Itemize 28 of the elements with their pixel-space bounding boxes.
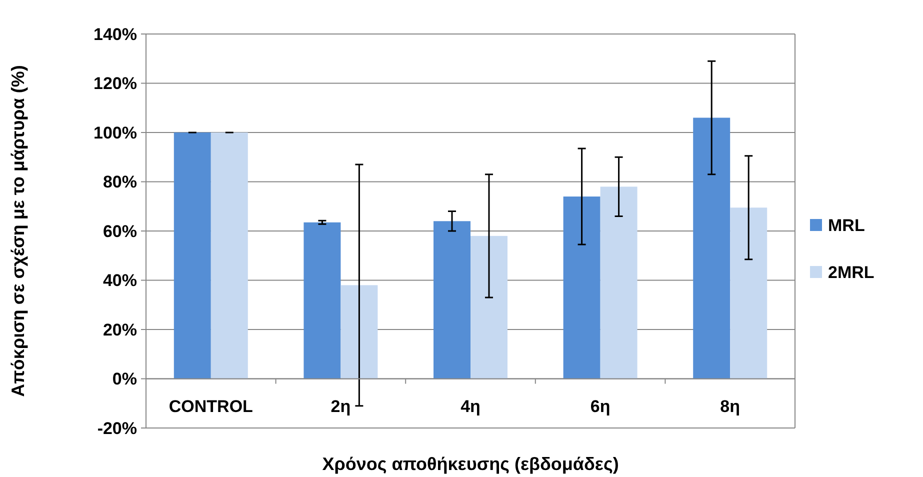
x-tick-label: 8η	[720, 396, 740, 416]
bar	[470, 236, 508, 379]
x-tick-label: 2η	[330, 396, 351, 416]
x-tick-label: CONTROL	[168, 396, 253, 416]
bar	[600, 186, 638, 379]
bar	[304, 222, 341, 379]
bar	[563, 196, 600, 379]
y-axis-title: Απόκριση σε σχέση με το μάρτυρα (%)	[8, 65, 28, 397]
bar	[210, 132, 248, 379]
bar	[174, 132, 211, 379]
x-axis-title: Χρόνος αποθήκευσης (εβδομάδες)	[322, 454, 619, 474]
y-tick-label: 60%	[102, 222, 137, 241]
bar	[730, 208, 768, 379]
y-tick-label: 0%	[112, 370, 137, 389]
y-tick-label: 100%	[94, 123, 137, 142]
bar	[693, 118, 730, 379]
x-tick-label: 6η	[590, 396, 610, 416]
legend-label: 2MRL	[828, 262, 874, 282]
y-tick-label: 120%	[94, 74, 137, 94]
y-tick-label: 40%	[102, 271, 137, 290]
legend-label: MRL	[828, 216, 865, 235]
y-tick-label: 140%	[94, 24, 137, 44]
bar	[434, 221, 470, 379]
y-tick-label: 80%	[102, 172, 137, 192]
y-tick-label: 20%	[102, 320, 137, 340]
y-tick-label: -20%	[97, 418, 137, 438]
bar	[340, 285, 378, 379]
x-tick-label: 4η	[460, 396, 480, 416]
